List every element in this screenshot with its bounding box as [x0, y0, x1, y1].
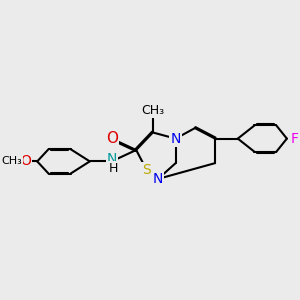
Text: F: F [290, 132, 298, 145]
Text: O: O [20, 154, 31, 168]
Text: N: N [106, 152, 117, 166]
Text: CH₃: CH₃ [141, 104, 164, 117]
Text: CH₃: CH₃ [1, 156, 22, 167]
Text: H: H [108, 162, 118, 175]
Text: S: S [142, 163, 151, 177]
Text: N: N [153, 172, 163, 186]
Text: N: N [170, 132, 181, 145]
Text: O: O [106, 131, 118, 146]
